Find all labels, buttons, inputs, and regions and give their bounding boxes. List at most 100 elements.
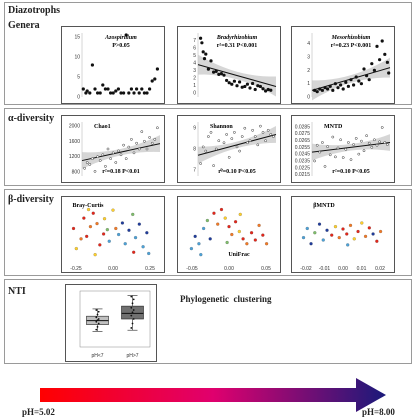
ordination-point [325, 228, 329, 232]
beta-diversity-label: β-diversity [8, 194, 54, 205]
y-tick-label: 0.0245 [295, 152, 311, 158]
ordination-point [71, 226, 76, 231]
ordination-point [117, 232, 121, 237]
data-point [119, 153, 123, 157]
panel-title: UniFrac [228, 252, 250, 258]
data-point [122, 143, 125, 147]
data-point [359, 82, 363, 86]
x-tick-label: 0.02 [375, 266, 385, 272]
ordination-point [123, 242, 127, 246]
data-point [132, 91, 136, 95]
panel-title: Chao1 [94, 124, 111, 130]
x-tick-label: 0.01 [357, 266, 367, 272]
data-point [251, 128, 254, 132]
box-point [130, 306, 133, 309]
y-tick-label: 7 [193, 167, 196, 173]
panel-title: βMNTD [313, 203, 335, 209]
data-point [202, 57, 207, 61]
data-point [135, 141, 138, 145]
data-point [370, 145, 374, 149]
y-tick-label: 0.0225 [295, 165, 311, 171]
data-point [367, 141, 371, 145]
data-point [357, 79, 361, 83]
ordination-point [101, 232, 106, 236]
data-point [344, 80, 348, 84]
data-point [103, 87, 107, 91]
ordination-point [202, 226, 206, 231]
data-point [333, 82, 337, 86]
data-point [127, 145, 131, 149]
ordination-point [321, 238, 325, 242]
ordination-point [264, 242, 269, 246]
data-point [272, 135, 275, 138]
data-point [261, 131, 265, 134]
ordination-point [111, 208, 115, 212]
data-point [261, 87, 265, 91]
data-point [339, 138, 342, 142]
data-point [200, 41, 204, 45]
beta-row: β-diversity Bray-Curtis -0.25 0.00 0.25 Uni… [4, 189, 412, 276]
data-point [204, 149, 208, 153]
y-tick-label: 1 [193, 83, 196, 89]
data-point [269, 133, 273, 136]
ordination-point [356, 229, 360, 234]
data-point [243, 126, 247, 130]
x-tick-label: 0.25 [145, 266, 155, 272]
ordination-point [82, 216, 86, 220]
ordination-point [79, 237, 83, 241]
data-point [352, 143, 355, 146]
data-point [204, 52, 208, 56]
ordination-point [93, 253, 97, 257]
data-point [383, 52, 387, 56]
chart-mesorhizobium: 0 1 2 3 4 Mesorhizobium r²=0.23 P<0.001 [291, 26, 395, 104]
data-point [256, 84, 260, 88]
ordination-point [132, 250, 136, 254]
data-point [253, 135, 257, 138]
data-point [375, 143, 379, 147]
data-point [130, 138, 133, 141]
panel-stats: r²=0.10 P<0.05 [218, 169, 255, 175]
data-point [383, 141, 387, 144]
ordination-point [141, 245, 145, 249]
y-tick-label: 3 [193, 68, 196, 74]
data-point [104, 165, 107, 168]
data-point [199, 36, 203, 40]
panel-stats: r²=0.31 P<0.001 [217, 43, 257, 49]
ordination-point [189, 246, 193, 251]
y-tick-label: 1200 [69, 154, 80, 160]
ordination-point [233, 220, 238, 224]
data-point [365, 74, 369, 78]
nti-row: NTI pH<7 pH>7 Phylogenetic clustering [4, 279, 412, 364]
alpha-diversity-label: α-diversity [8, 113, 55, 124]
y-tick-label: 2 [307, 68, 310, 74]
box-point [132, 309, 135, 311]
y-tick-label: 800 [72, 170, 81, 176]
data-point [238, 149, 241, 153]
data-point [238, 80, 242, 84]
data-point [212, 70, 216, 74]
y-tick-label: 5 [193, 53, 196, 59]
ordination-point [237, 229, 241, 234]
ordination-point [317, 222, 322, 226]
data-point [230, 137, 234, 140]
box-point [96, 313, 99, 316]
nti-label: NTI [8, 286, 26, 297]
data-point [132, 151, 136, 155]
y-tick-label: 3 [307, 55, 310, 61]
box-point [131, 311, 134, 314]
data-point [106, 87, 110, 91]
data-point [344, 147, 348, 151]
y-tick-label: 0.0285 [295, 124, 311, 130]
chart-chao1: 800 1200 1600 2000 Chao1 r²=0.18 P<0.01 [61, 115, 165, 183]
data-point [220, 168, 223, 172]
data-point [321, 141, 324, 144]
chart-azospirillum: 0 5 10 15 Azospirillum P>0.05 [61, 26, 165, 104]
data-point [209, 131, 213, 134]
data-point [140, 87, 144, 91]
ordination-point [360, 221, 364, 225]
ordination-point [309, 242, 313, 246]
y-tick-label: 8 [193, 147, 196, 153]
ordination-point [86, 207, 91, 212]
data-point [240, 85, 244, 89]
ordination-point [257, 223, 261, 227]
